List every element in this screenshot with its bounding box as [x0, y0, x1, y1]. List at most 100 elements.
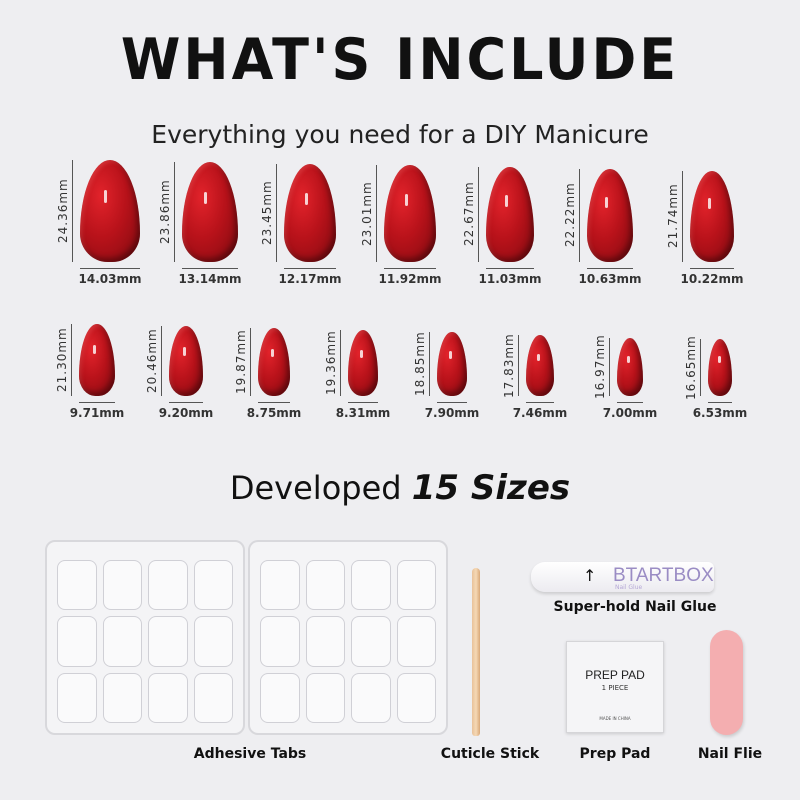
width-indicator: [526, 402, 554, 403]
width-indicator: [437, 402, 467, 403]
press-on-nail: [690, 170, 734, 262]
length-indicator: [609, 338, 611, 396]
nail-length-label: 22.67mm: [462, 181, 477, 247]
nail-length-label: 23.01mm: [360, 180, 375, 246]
nail-glue-tube: ↑ BTARTBOX Nail Glue: [531, 562, 714, 592]
width-indicator: [690, 268, 734, 269]
sizes-count: 15 Sizes: [411, 468, 571, 508]
press-on-nail: [257, 328, 291, 396]
width-indicator: [617, 402, 643, 403]
adhesive-tab: [57, 672, 97, 723]
page-title: WHAT'S INCLUDE: [120, 26, 680, 93]
nail-length-label: 16.97mm: [593, 334, 608, 400]
nail-length-label: 19.87mm: [233, 329, 248, 395]
adhesive-tab-sheet-right: [248, 540, 448, 735]
adhesive-tab: [260, 560, 300, 611]
nail-width-label: 11.92mm: [378, 272, 442, 286]
nail-width-label: 6.53mm: [692, 406, 748, 420]
sizes-heading: Developed 15 Sizes: [0, 468, 800, 508]
nail-length-label: 24.36mm: [55, 178, 70, 243]
cuticle-stick-label: Cuticle Stick: [440, 746, 540, 762]
nail-length-label: 23.86mm: [157, 179, 172, 244]
length-indicator: [160, 326, 162, 396]
nail-length-label: 22.22mm: [563, 182, 578, 248]
length-indicator: [376, 165, 378, 262]
nail-length-label: 20.46mm: [144, 328, 159, 394]
adhesive-tab: [260, 672, 300, 723]
adhesive-tab: [102, 560, 142, 611]
length-indicator: [71, 159, 73, 262]
nail-width-label: 9.20mm: [158, 406, 214, 420]
width-indicator: [486, 268, 534, 269]
length-indicator: [429, 331, 431, 396]
width-indicator: [79, 268, 141, 269]
length-indicator: [249, 328, 251, 396]
length-indicator: [478, 166, 480, 262]
prep-pad-qty: 1 PIECE: [601, 684, 629, 692]
length-indicator: [682, 170, 684, 262]
width-indicator: [283, 268, 337, 269]
adhesive-tab: [193, 560, 233, 611]
arrow-up-icon: ↑: [583, 566, 597, 585]
prep-pad-label: Prep Pad: [579, 746, 651, 762]
adhesive-tab: [57, 560, 97, 611]
width-indicator: [257, 402, 291, 403]
length-indicator: [699, 339, 701, 396]
press-on-nail: [168, 326, 203, 396]
nail-width-label: 9.71mm: [69, 406, 125, 420]
press-on-nail: [486, 166, 534, 262]
nail-length-label: 18.85mm: [413, 331, 428, 396]
nail-glue-label: Super-hold Nail Glue: [553, 599, 717, 615]
width-indicator: [347, 402, 379, 403]
length-indicator: [71, 323, 73, 396]
adhesive-tab: [396, 616, 436, 667]
nail-width-label: 11.03mm: [478, 272, 542, 286]
adhesive-tab: [102, 672, 142, 723]
adhesive-tab: [305, 616, 345, 667]
adhesive-tab: [305, 672, 345, 723]
press-on-nail: [526, 335, 554, 396]
press-on-nail: [181, 161, 239, 262]
nail-length-label: 16.65mm: [683, 334, 698, 400]
adhesive-tab: [57, 616, 97, 667]
press-on-nail: [707, 339, 733, 396]
adhesive-tab: [351, 672, 391, 723]
adhesive-tab: [305, 560, 345, 611]
nail-length-label: 17.83mm: [502, 332, 517, 398]
length-indicator: [275, 163, 277, 262]
nail-width-label: 8.31mm: [335, 406, 391, 420]
nail-width-label: 14.03mm: [78, 272, 142, 286]
adhesive-tab-sheet-left: [45, 540, 245, 735]
nail-width-label: 10.22mm: [680, 272, 744, 286]
press-on-nail: [617, 338, 643, 396]
width-indicator: [587, 268, 633, 269]
length-indicator: [579, 168, 581, 262]
nail-width-label: 7.00mm: [602, 406, 658, 420]
nail-width-label: 10.63mm: [578, 272, 642, 286]
cuticle-stick: [472, 568, 480, 736]
adhesive-tabs-label: Adhesive Tabs: [193, 746, 307, 762]
width-indicator: [79, 402, 115, 403]
press-on-nail: [283, 163, 337, 262]
length-indicator: [518, 335, 520, 396]
prep-pad-title: PREP PAD: [585, 668, 645, 682]
adhesive-tab: [102, 616, 142, 667]
width-indicator: [384, 268, 436, 269]
nail-width-label: 7.90mm: [424, 406, 480, 420]
prep-pad-origin: MADE IN CHINA: [599, 716, 631, 721]
adhesive-tab: [148, 616, 188, 667]
adhesive-tab: [193, 672, 233, 723]
press-on-nail: [384, 165, 436, 262]
adhesive-tab: [148, 672, 188, 723]
adhesive-tab: [396, 560, 436, 611]
nail-width-label: 7.46mm: [512, 406, 568, 420]
prep-pad: PREP PAD 1 PIECE MADE IN CHINA: [566, 641, 664, 733]
nail-file: [710, 630, 743, 735]
adhesive-tab: [351, 616, 391, 667]
glue-sub: Nail Glue: [615, 584, 643, 591]
width-indicator: [181, 268, 239, 269]
length-indicator: [173, 161, 175, 262]
adhesive-tab: [148, 560, 188, 611]
nail-width-label: 13.14mm: [178, 272, 242, 286]
press-on-nail: [437, 331, 467, 396]
